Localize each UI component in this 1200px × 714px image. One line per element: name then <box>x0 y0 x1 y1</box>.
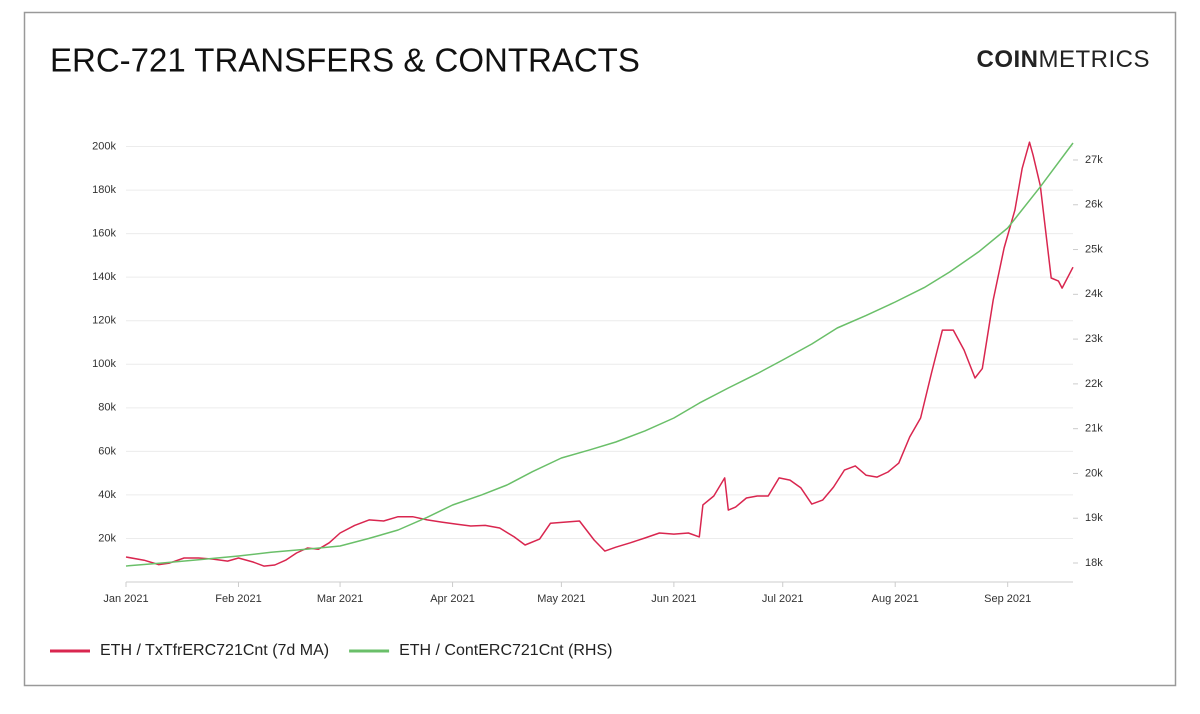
series-line <box>125 142 1074 567</box>
x-tick-label: May 2021 <box>537 593 585 605</box>
x-tick-label: Sep 2021 <box>984 593 1031 605</box>
y-tick-label: 40k <box>98 489 116 501</box>
y-tick-label: 20k <box>98 532 116 544</box>
y-tick-label: 60k <box>98 445 116 457</box>
y2-tick-label: 18k <box>1085 557 1103 569</box>
y2-tick-label: 25k <box>1085 243 1103 255</box>
logo: COINMETRICS <box>977 46 1151 73</box>
x-tick-label: Jan 2021 <box>103 593 148 605</box>
x-tick-label: Apr 2021 <box>430 593 475 605</box>
y-tick-label: 180k <box>92 184 116 196</box>
y2-tick-label: 21k <box>1085 423 1103 435</box>
y2-tick-label: 23k <box>1085 333 1103 345</box>
y2-tick-label: 27k <box>1085 154 1103 166</box>
plot: 20k 40k 60k 80k 100k 120k 140k 160k 180k 200k 18k 1… <box>50 140 1103 659</box>
legend-label: ETH / TxTfrERC721Cnt (7d MA) <box>100 642 329 659</box>
logo-light: METRICS <box>1039 46 1151 73</box>
chart-title: ERC-721 TRANSFERS & CONTRACTS <box>50 42 640 79</box>
y-tick-label: 100k <box>92 358 116 370</box>
y2-tick-label: 24k <box>1085 288 1103 300</box>
x-tick-label: Feb 2021 <box>215 593 261 605</box>
y2-tick-label: 26k <box>1085 199 1103 211</box>
y-tick-label: 160k <box>92 228 116 240</box>
y-tick-label: 120k <box>92 315 116 327</box>
y2-tick-label: 20k <box>1085 467 1103 479</box>
y-tick-label: 80k <box>98 402 116 414</box>
legend-label: ETH / ContERC721Cnt (RHS) <box>399 642 612 659</box>
x-tick-label: Mar 2021 <box>317 593 363 605</box>
logo-bold: COIN <box>977 46 1039 73</box>
x-tick-label: Jun 2021 <box>651 593 696 605</box>
y2-tick-label: 22k <box>1085 378 1103 390</box>
frame <box>23 11 1177 687</box>
x-tick-label: Jul 2021 <box>762 593 804 605</box>
y-tick-label: 200k <box>92 140 116 152</box>
y-tick-label: 140k <box>92 271 116 283</box>
x-tick-label: Aug 2021 <box>872 593 919 605</box>
y2-tick-label: 19k <box>1085 512 1103 524</box>
